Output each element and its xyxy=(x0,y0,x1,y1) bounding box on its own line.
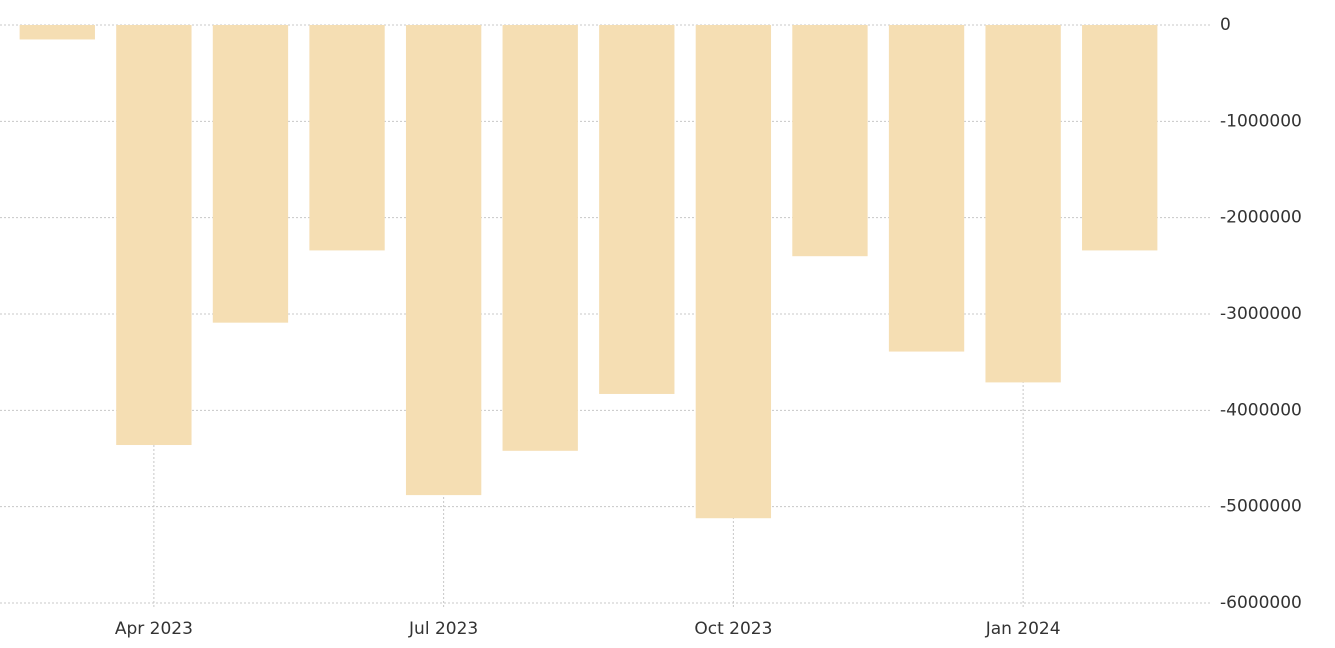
bar xyxy=(985,25,1061,383)
bar xyxy=(212,25,289,323)
x-tick-label: Jan 2024 xyxy=(985,619,1061,639)
y-tick-label: -6000000 xyxy=(1220,593,1302,613)
x-tick-label: Apr 2023 xyxy=(115,619,193,639)
x-tick-label: Jul 2023 xyxy=(408,619,478,639)
bar xyxy=(309,25,385,251)
bar xyxy=(502,25,578,451)
y-tick-label: -5000000 xyxy=(1220,497,1302,517)
bar xyxy=(888,25,965,352)
bar xyxy=(599,25,675,394)
y-tick-label: -2000000 xyxy=(1220,208,1302,228)
bar xyxy=(19,25,95,40)
layer: 0 -1000000 -2000000 -3000000 -4000000 -500000… xyxy=(115,15,1302,639)
bar xyxy=(792,25,868,257)
bar xyxy=(695,25,772,519)
x-tick-label: Oct 2023 xyxy=(694,619,772,639)
bar xyxy=(1082,25,1158,251)
y-tick-label: -4000000 xyxy=(1220,400,1302,420)
bar xyxy=(405,25,482,496)
bar xyxy=(116,25,192,446)
layer xyxy=(19,25,1158,519)
y-tick-label: -3000000 xyxy=(1220,304,1302,324)
y-tick-label: -1000000 xyxy=(1220,111,1302,131)
y-tick-label: 0 xyxy=(1220,15,1231,35)
